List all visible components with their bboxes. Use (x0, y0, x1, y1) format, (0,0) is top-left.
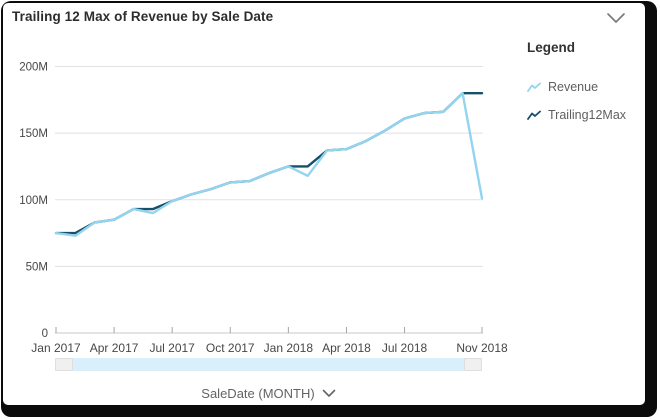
series-line-revenue[interactable] (54, 91, 484, 237)
y-axis-tick-label: 0 (42, 328, 48, 340)
legend-item-revenue[interactable]: Revenue (527, 80, 598, 94)
chart-menu-chevron-icon[interactable] (604, 10, 628, 26)
legend-label-trailing12max: Trailing12Max (548, 108, 627, 122)
trailing12max-series-icon (527, 110, 541, 120)
x-axis-tick-label: Jul 2018 (382, 341, 428, 355)
x-axis-tick-label: Apr 2018 (322, 341, 371, 355)
legend-label-revenue: Revenue (548, 80, 599, 94)
y-axis-tick-label: 150M (19, 128, 48, 140)
legend: Legend Revenue Trailing12Max (527, 40, 642, 122)
chart-card (3, 3, 645, 405)
dimension-selector-chevron-icon (322, 389, 336, 397)
chart-title: Trailing 12 Max of Revenue by Sale Date (12, 9, 274, 24)
range-slider-selected-track[interactable] (55, 358, 482, 371)
x-axis-dimension-selector[interactable]: SaleDate (MONTH) (55, 383, 482, 403)
x-axis-range-slider[interactable] (55, 358, 482, 371)
legend-item-trailing12max[interactable]: Trailing12Max (527, 108, 626, 122)
x-axis-tick-label: Oct 2017 (206, 341, 255, 355)
revenue-series-icon (527, 82, 541, 92)
y-axis-tick-label: 50M (26, 261, 48, 273)
x-axis-tick-label: Apr 2017 (90, 341, 139, 355)
x-axis-tick-label: Jan 2017 (31, 341, 81, 355)
x-axis-tick-label: Jul 2017 (149, 341, 195, 355)
y-axis-tick-label: 200M (19, 62, 48, 74)
y-axis-tick-label: 100M (19, 195, 48, 207)
range-slider-right-handle[interactable] (464, 358, 482, 371)
range-slider-left-handle[interactable] (55, 358, 73, 371)
x-axis-tick-label: Jan 2018 (264, 341, 314, 355)
x-axis-tick-label: Nov 2018 (456, 341, 508, 355)
x-axis-dimension-label: SaleDate (MONTH) (201, 385, 315, 401)
legend-title: Legend (527, 40, 576, 55)
